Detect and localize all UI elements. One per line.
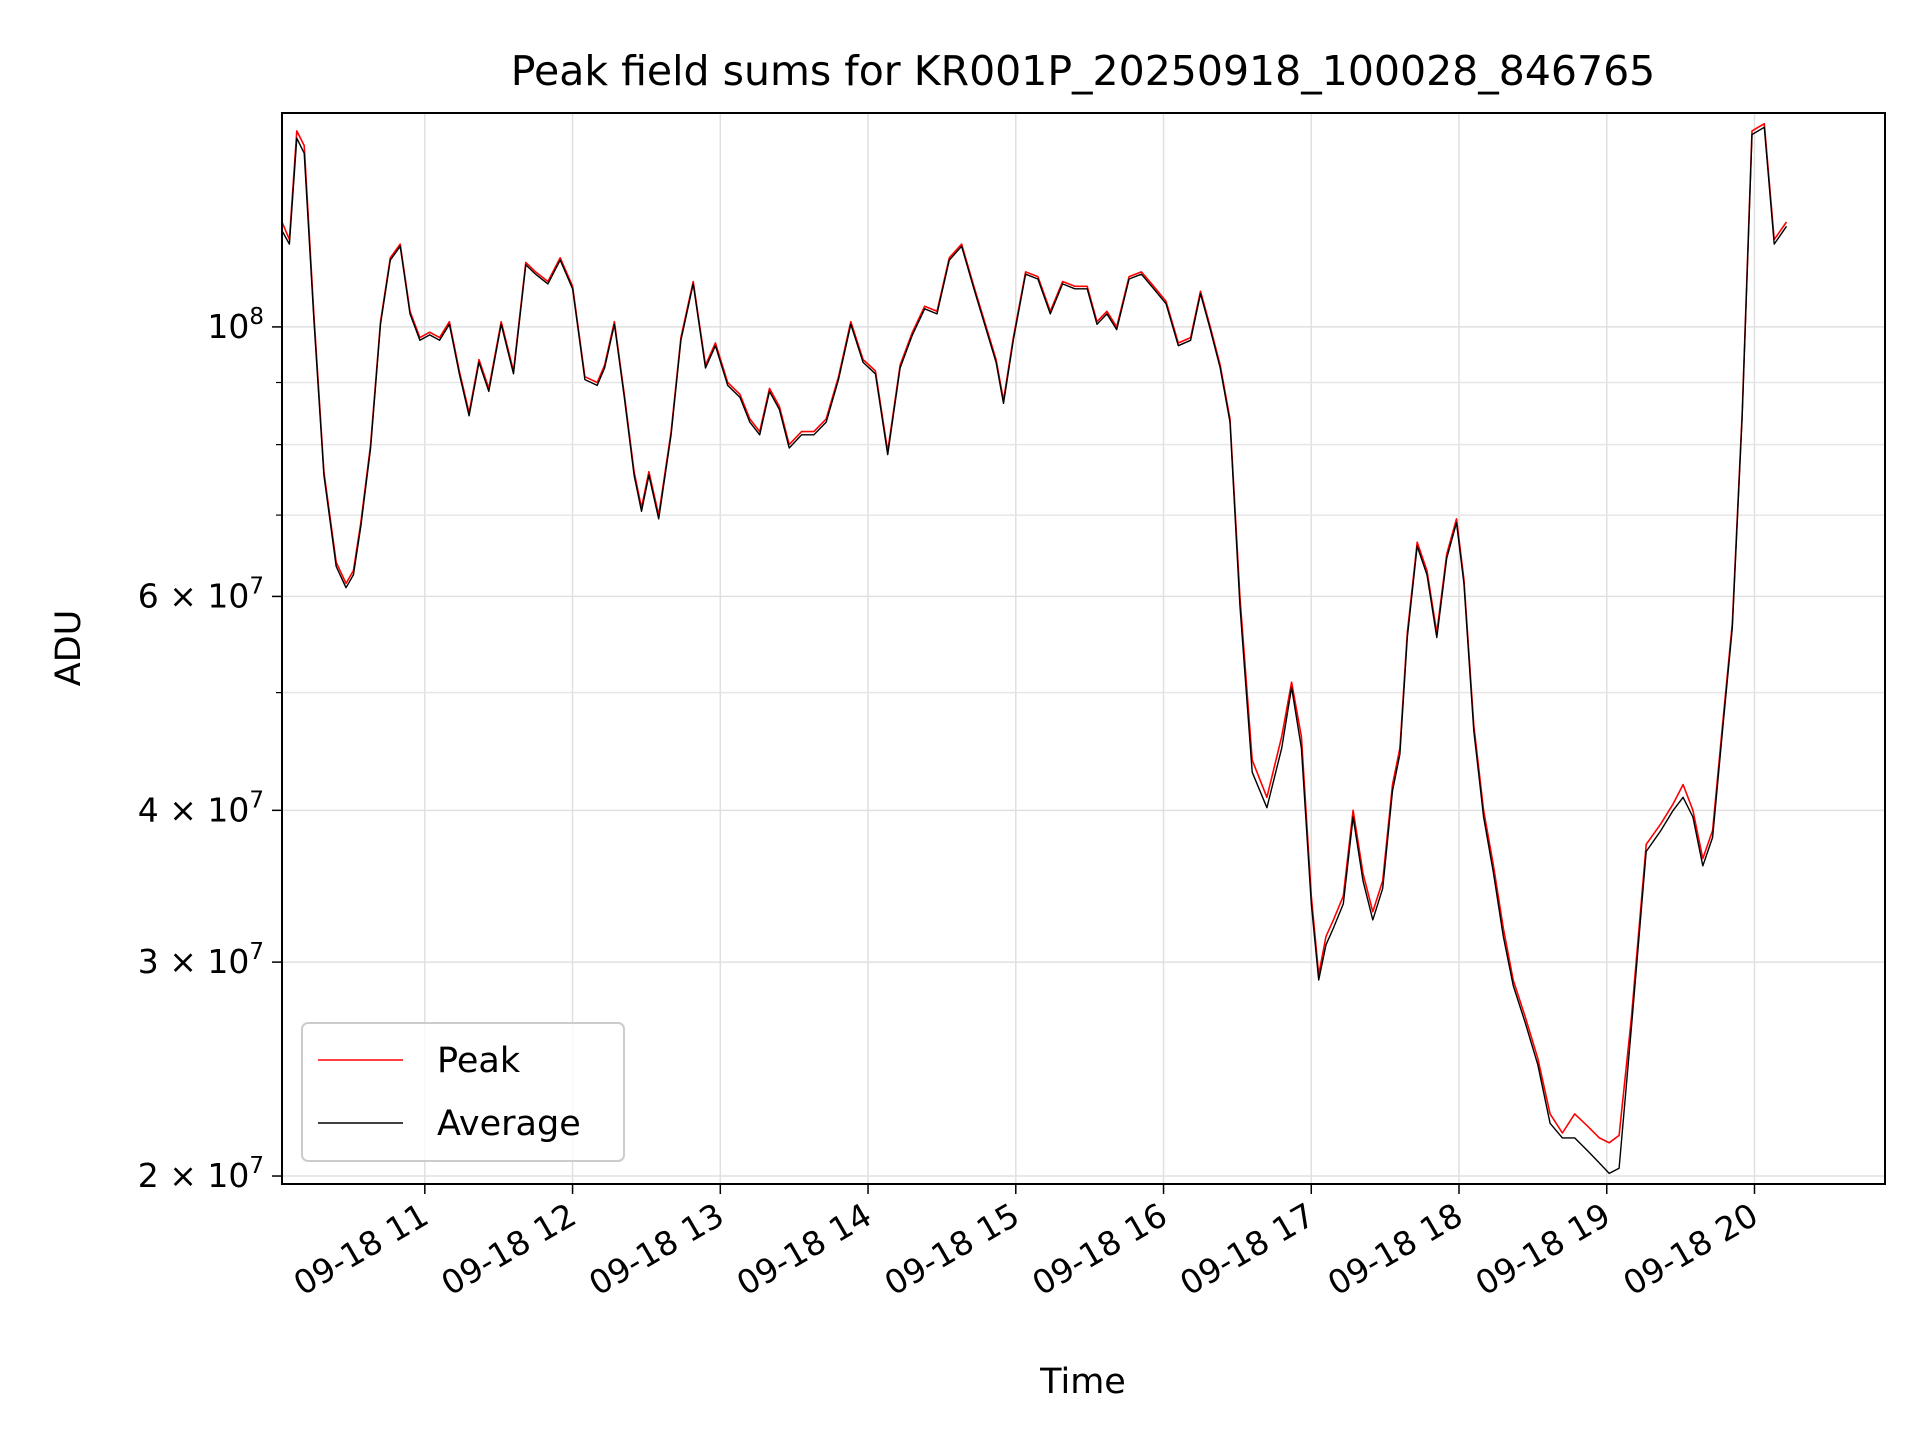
x-axis-label: Time	[1039, 1362, 1126, 1402]
gridlines	[282, 113, 1885, 1184]
series-line-average	[282, 126, 1788, 1175]
legend-label-peak: Peak	[437, 1041, 521, 1081]
legend-box	[301, 1022, 625, 1162]
chart-title: Peak field sums for KR001P_20250918_1000…	[511, 47, 1656, 95]
y-tick-label: 6 × 107	[138, 573, 264, 615]
y-axis-label: ADU	[49, 610, 89, 687]
legend: Peak Average	[301, 1022, 625, 1162]
y-tick-label: 4 × 107	[138, 787, 264, 829]
y-tick-label: 2 × 107	[138, 1153, 264, 1195]
plot-frame	[281, 112, 1886, 1185]
y-tick-label: 3 × 107	[138, 939, 264, 981]
legend-label-average: Average	[437, 1104, 581, 1144]
series-lines	[282, 122, 1788, 1175]
